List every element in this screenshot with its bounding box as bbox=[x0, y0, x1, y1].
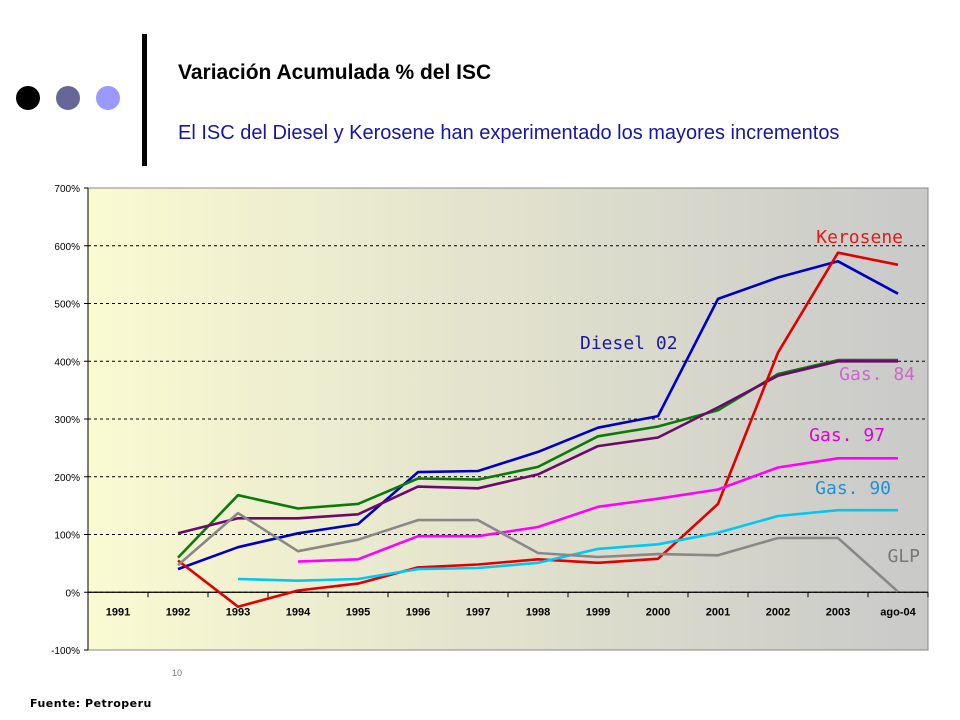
y-tick-label: 300% bbox=[54, 415, 80, 426]
series-line-kerosene bbox=[177, 251, 899, 609]
series-label-gas-84: Gas. 84 bbox=[839, 364, 915, 385]
series-label-glp: GLP bbox=[887, 546, 920, 567]
title-divider bbox=[142, 34, 147, 166]
source-note: Fuente: Petroperu bbox=[30, 697, 152, 710]
y-tick-label: 600% bbox=[54, 242, 80, 253]
x-tick-label: 1999 bbox=[586, 606, 610, 618]
y-tick-label: 0% bbox=[66, 588, 81, 599]
x-tick-label: 1991 bbox=[106, 606, 130, 618]
x-tick-label: 1994 bbox=[286, 606, 311, 618]
series-label-diesel-02: Diesel 02 bbox=[580, 333, 678, 354]
series-label-kerosene: Kerosene bbox=[816, 227, 903, 248]
x-tick-label: 2003 bbox=[826, 606, 850, 618]
series-line-diesel-02 bbox=[177, 259, 899, 571]
decor-dot-1 bbox=[16, 86, 40, 110]
x-tick-label: 1993 bbox=[226, 606, 250, 618]
y-tick-label: 400% bbox=[54, 357, 80, 368]
y-tick-label: 100% bbox=[54, 531, 80, 542]
series-line-glp bbox=[177, 511, 899, 593]
y-tick-label: 700% bbox=[54, 184, 80, 195]
x-tick-label: 1997 bbox=[466, 606, 490, 618]
series-label-gas-97: Gas. 97 bbox=[809, 425, 885, 446]
x-tick-label: 1995 bbox=[346, 606, 370, 618]
slide-title: Variación Acumulada % del ISC bbox=[178, 61, 492, 84]
y-tick-label: 200% bbox=[54, 473, 80, 484]
decor-dot-2 bbox=[56, 86, 80, 110]
series-line-unlabeled-1 bbox=[177, 358, 898, 559]
page-number: 10 bbox=[172, 668, 183, 678]
series-label-gas-90: Gas. 90 bbox=[815, 478, 891, 499]
x-tick-label: 1998 bbox=[526, 606, 550, 618]
decor-dot-3 bbox=[96, 86, 120, 110]
series-line-gas-97 bbox=[297, 456, 898, 563]
x-tick-label: 1992 bbox=[166, 606, 190, 618]
slide-subtitle: El ISC del Diesel y Kerosene han experim… bbox=[178, 122, 840, 144]
x-tick-label: 2002 bbox=[766, 606, 790, 618]
x-tick-label: 2000 bbox=[646, 606, 670, 618]
x-tick-label: 1996 bbox=[406, 606, 430, 618]
x-tick-label: 2001 bbox=[706, 606, 730, 618]
x-tick-label: ago-04 bbox=[880, 606, 916, 618]
y-tick-label: 500% bbox=[54, 300, 80, 311]
y-tick-label: -100% bbox=[51, 646, 80, 657]
series-line-gas-84 bbox=[177, 359, 898, 535]
